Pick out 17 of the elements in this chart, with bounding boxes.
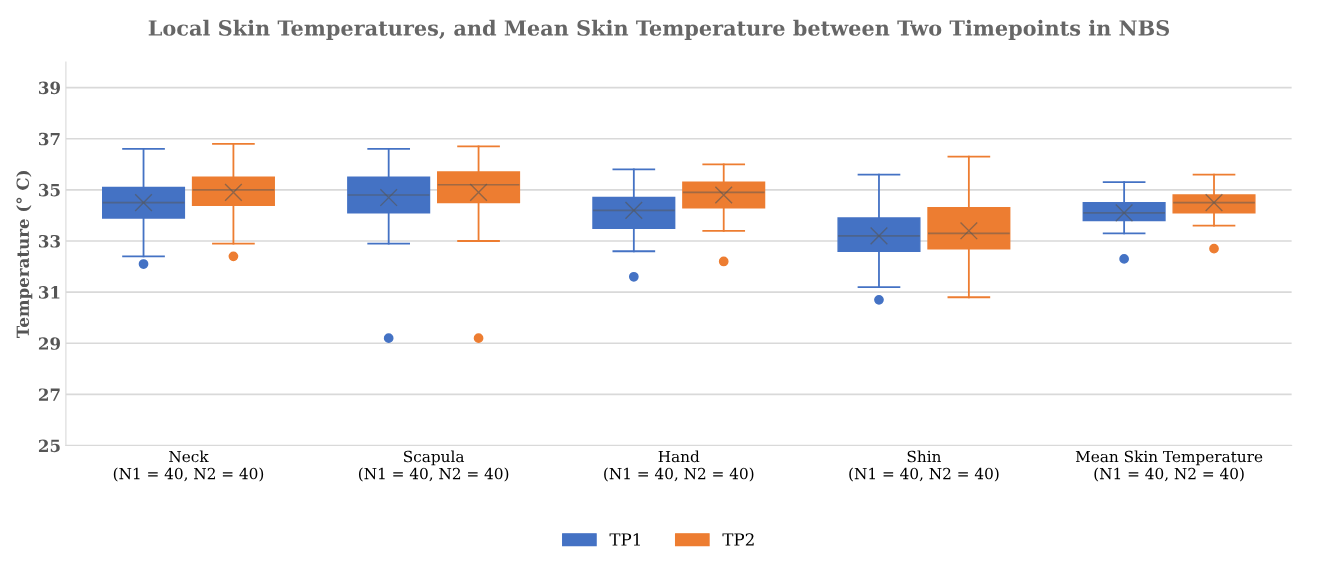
y-tick-label: 25 xyxy=(38,439,60,453)
chart-title: Local Skin Temperatures, and Mean Skin Temperature between Two Timepoints in NBS xyxy=(148,19,1169,40)
y-tick-label: 29 xyxy=(38,337,60,350)
x-tick-label: Mean Skin Temperature (N1 = 40, N2 = 40) xyxy=(1075,450,1263,482)
y-tick-label: 27 xyxy=(38,388,60,401)
x-tick-label: Scapula (N1 = 40, N2 = 40) xyxy=(358,450,509,482)
y-tick-label: 31 xyxy=(39,286,60,299)
legend-label: TP2 xyxy=(722,533,754,546)
x-tick-label: Neck (N1 = 40, N2 = 40) xyxy=(113,450,264,482)
y-tick-label: 37 xyxy=(39,132,60,146)
x-tick-label: Shin (N1 = 40, N2 = 40) xyxy=(849,450,999,482)
y-axis-title: Temperature (° C) xyxy=(16,171,33,338)
x-tick-label: Hand (N1 = 40, N2 = 40) xyxy=(604,450,754,482)
y-tick-label: 33 xyxy=(39,234,60,248)
y-tick-label: 39 xyxy=(39,81,60,95)
legend-label: TP1 xyxy=(609,533,640,546)
y-tick-label: 35 xyxy=(39,183,60,197)
